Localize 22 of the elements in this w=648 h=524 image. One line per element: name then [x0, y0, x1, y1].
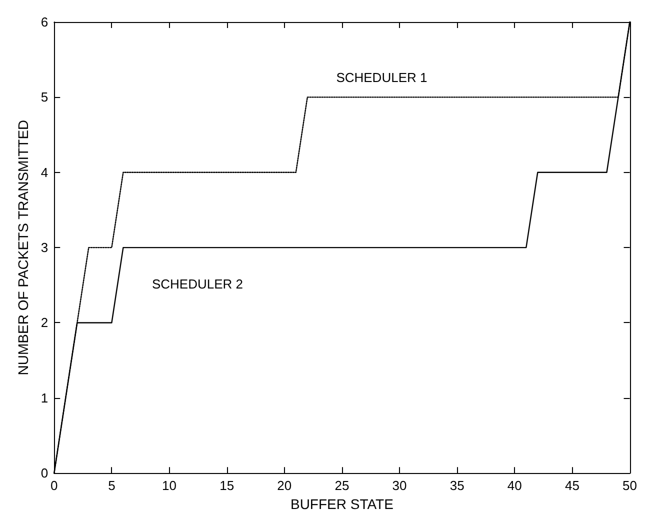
y-axis-title: NUMBER OF PACKETS TRANSMITTED [15, 120, 31, 376]
y-tick-label: 6 [40, 14, 48, 30]
y-tick-label: 2 [40, 315, 48, 330]
y-tick-label: 3 [40, 240, 48, 256]
x-tick-label: 30 [392, 478, 407, 494]
x-axis-title: BUFFER STATE [290, 496, 394, 512]
series-label: SCHEDULER 1 [336, 70, 428, 86]
x-tick-label: 10 [162, 478, 176, 494]
x-tick-label: 25 [334, 478, 350, 494]
y-tick-label: 0 [40, 466, 48, 481]
x-tick-label: 0 [50, 478, 58, 494]
x-tick-label: 50 [622, 478, 638, 494]
x-tick-label: 5 [108, 478, 116, 494]
y-tick-label: 1 [40, 390, 48, 406]
x-tick-label: 40 [507, 478, 522, 494]
x-tick-label: 45 [564, 478, 580, 494]
x-tick-label: 15 [220, 478, 234, 494]
y-tick-label: 4 [40, 164, 48, 180]
y-tick-label: 5 [40, 90, 48, 105]
text: SCHEDULER 2 [152, 276, 244, 292]
x-tick-label: 35 [450, 478, 464, 494]
x-tick-label: 20 [277, 478, 292, 494]
